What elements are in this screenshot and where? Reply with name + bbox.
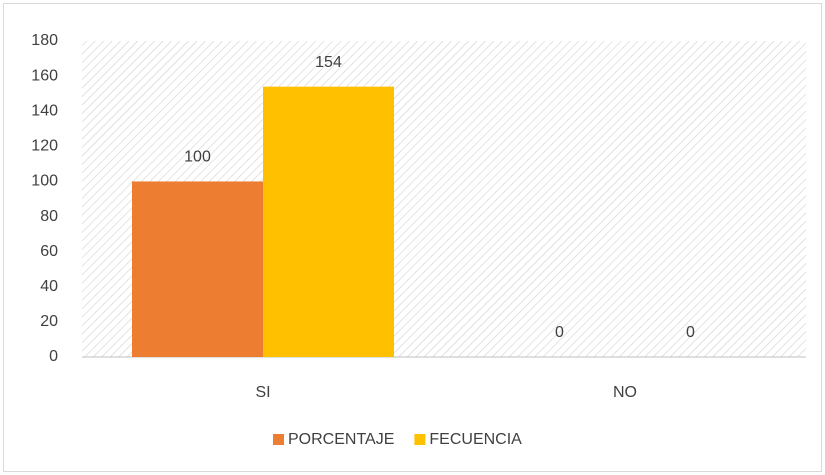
legend-swatch: [273, 434, 284, 445]
y-tick-label: 160: [31, 67, 58, 84]
y-tick-label: 20: [40, 313, 58, 330]
y-tick-label: 140: [31, 102, 58, 119]
y-tick-label: 80: [40, 208, 58, 225]
data-label: 154: [315, 54, 342, 71]
x-tick-label: SI: [255, 384, 270, 401]
y-tick-label: 180: [31, 32, 58, 49]
y-tick-label: 100: [31, 173, 58, 190]
legend-swatch: [414, 434, 426, 445]
legend-label: FECUENCIA: [429, 431, 522, 448]
data-label: 0: [686, 324, 695, 341]
y-tick-label: 0: [49, 348, 58, 365]
data-label: 100: [184, 149, 211, 166]
x-tick-label: NO: [613, 384, 637, 401]
y-tick-label: 40: [40, 278, 58, 295]
y-tick-label: 60: [40, 243, 58, 260]
y-tick-label: 120: [31, 138, 58, 155]
legend-label: PORCENTAJE: [288, 431, 394, 448]
data-label: 0: [555, 324, 564, 341]
bar: [132, 181, 263, 357]
bar: [263, 86, 394, 358]
